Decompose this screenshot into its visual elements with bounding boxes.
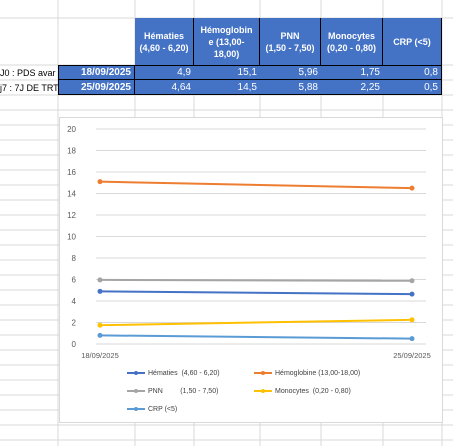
line-chart[interactable]: 0 2 4 6 8 10 12 14 16 18 20 18/09/2025 25/09/2025 Hé… <box>59 117 443 423</box>
series-line <box>99 180 413 190</box>
y-tick-label: 10 <box>67 233 76 242</box>
legend-swatch <box>127 370 145 375</box>
value-cell[interactable]: 0,5 <box>383 80 442 95</box>
date-cell[interactable]: 18/09/2025 <box>58 65 135 80</box>
y-tick-label: 12 <box>67 211 76 220</box>
value-cell[interactable]: 4,9 <box>135 65 194 80</box>
data-point <box>409 317 415 323</box>
y-tick-label: 20 <box>67 125 76 134</box>
y-tick-label: 2 <box>72 319 77 328</box>
legend-label: Hématies (4,60 - 6,20) <box>148 370 220 377</box>
legend-entry[interactable]: PNN (1,50 - 7,50) <box>127 388 218 395</box>
value-cell[interactable]: 14,5 <box>194 80 260 95</box>
header-pnn[interactable]: PNN (1,50 - 7,50) <box>260 18 321 65</box>
legend-entry[interactable]: Hématies (4,60 - 6,20) <box>127 370 220 377</box>
legend-entry[interactable]: CRP (<5) <box>127 406 177 413</box>
data-point <box>409 185 415 191</box>
value-cell[interactable]: 4,64 <box>135 80 194 95</box>
value-cell[interactable]: 1,75 <box>321 65 383 80</box>
y-tick-label: 8 <box>72 254 77 263</box>
value-cell[interactable]: 0,8 <box>383 65 442 80</box>
chart-plot-area: 0 2 4 6 8 10 12 14 16 18 20 18/09/2025 25/09/2025 <box>67 125 431 360</box>
header-hemoglobine[interactable]: Hémoglobin e (13,00- 18,00) <box>194 18 260 65</box>
legend-swatch <box>254 370 272 375</box>
data-point <box>97 322 103 328</box>
legend-label: CRP (<5) <box>148 406 178 413</box>
header-crp[interactable]: CRP (<5) <box>383 18 442 65</box>
legend-swatch <box>254 388 272 393</box>
y-tick-label: 16 <box>67 168 76 177</box>
series-line <box>99 278 413 282</box>
data-point <box>409 278 415 284</box>
y-tick-label: 4 <box>72 297 77 306</box>
legend-entry[interactable]: Monocytes (0,20 - 0,80) <box>254 388 351 395</box>
date-cell[interactable]: 25/09/2025 <box>58 80 135 95</box>
row-label-j0[interactable]: J0 : PDS avar <box>0 67 56 78</box>
legend-entry[interactable]: Hémoglobine (13,00-18,00) <box>254 370 360 377</box>
series-line <box>99 290 413 296</box>
value-cell[interactable]: 5,88 <box>260 80 321 95</box>
x-tick-label: 18/09/2025 <box>81 351 119 360</box>
legend-swatch <box>127 406 145 411</box>
legend-label: PNN (1,50 - 7,50) <box>148 388 219 395</box>
data-point <box>409 291 415 297</box>
value-cell[interactable]: 15,1 <box>194 65 260 80</box>
header-hematies[interactable]: Hématies (4,60 - 6,20) <box>135 18 194 65</box>
legend-label: Monocytes (0,20 - 0,80) <box>275 388 351 395</box>
legend-swatch <box>127 388 145 393</box>
series-line <box>99 334 413 340</box>
series-line <box>99 318 413 327</box>
y-tick-label: 14 <box>67 190 76 199</box>
data-point <box>97 179 103 185</box>
y-tick-label: 18 <box>67 147 76 156</box>
data-point <box>97 332 103 338</box>
value-cell[interactable]: 5,96 <box>260 65 321 80</box>
legend-label: Hémoglobine (13,00-18,00) <box>275 370 361 377</box>
header-monocytes[interactable]: Monocytes (0,20 - 0,80) <box>321 18 383 65</box>
y-tick-label: 6 <box>72 276 77 285</box>
y-tick-label: 0 <box>72 340 77 349</box>
data-point <box>409 336 415 342</box>
data-point <box>97 277 103 283</box>
row-label-j7[interactable]: j7 : 7J DE TRT <box>0 82 58 93</box>
x-tick-label: 25/09/2025 <box>393 351 431 360</box>
data-point <box>97 288 103 294</box>
value-cell[interactable]: 2,25 <box>321 80 383 95</box>
